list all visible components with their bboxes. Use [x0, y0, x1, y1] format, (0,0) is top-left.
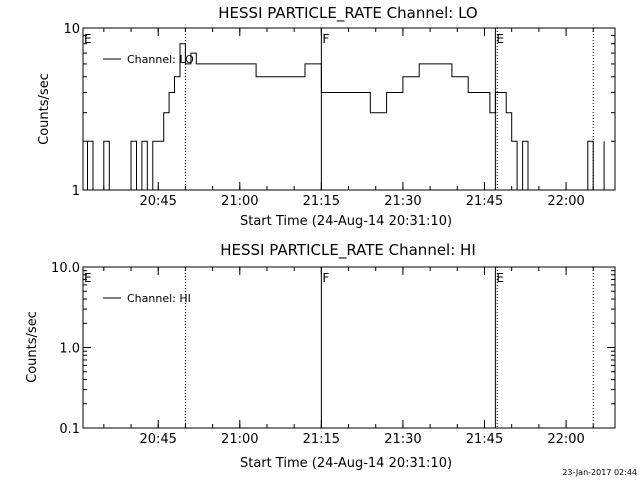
region-annotation: F: [322, 32, 329, 46]
x-tick-label: 22:00: [547, 194, 584, 209]
x-tick-label: 20:45: [139, 432, 176, 447]
region-annotation: E: [496, 32, 504, 46]
y-axis-label-lo: Counts/sec: [37, 73, 52, 145]
y-tick-label: 10: [63, 22, 80, 37]
x-tick-label: 21:15: [303, 194, 340, 209]
x-tick-label: 22:00: [547, 432, 584, 447]
chart-title-hi: HESSI PARTICLE_RATE Channel: HI: [220, 241, 476, 260]
y-axis-label-hi: Counts/sec: [25, 311, 40, 383]
x-tick-label: 21:30: [384, 194, 421, 209]
plot-area-hi: 20:45 21:00 21:15 21:30 21:45 22:00 0.1 1.0 10.0…: [51, 261, 616, 447]
x-axis-label-lo: Start Time (24-Aug-14 20:31:10): [240, 214, 452, 229]
y-tick-label: 0.1: [59, 422, 80, 437]
y-tick-label: 1: [72, 184, 80, 199]
y-tick-label: 10.0: [51, 261, 80, 276]
legend-label: Channel: LO: [127, 53, 194, 66]
plot-area-lo: 20:45 21:00 21:15 21:30 21:45 22:00 1 10 E F E Chan…: [63, 22, 616, 209]
region-annotation: E: [84, 271, 92, 285]
region-annotation: F: [322, 271, 329, 285]
x-tick-label: 21:00: [221, 432, 258, 447]
series-line: [83, 43, 605, 191]
chart-title-lo: HESSI PARTICLE_RATE Channel: LO: [218, 4, 477, 23]
panel-lo: HESSI PARTICLE_RATE Channel: LO Counts/s…: [37, 4, 616, 229]
x-tick-label: 21:45: [466, 194, 503, 209]
panel-hi: HESSI PARTICLE_RATE Channel: HI Counts/s…: [25, 241, 616, 471]
y-tick-label: 1.0: [59, 342, 80, 357]
x-tick-label: 21:30: [384, 432, 421, 447]
region-annotation: E: [84, 32, 92, 46]
x-tick-label: 21:00: [221, 194, 258, 209]
generation-timestamp: 23-Jan-2017 02:44: [562, 468, 637, 477]
x-axis-label-hi: Start Time (24-Aug-14 20:31:10): [240, 456, 452, 471]
x-tick-label: 21:15: [303, 432, 340, 447]
legend-label: Channel: HI: [127, 292, 191, 305]
x-tick-label: 21:45: [466, 432, 503, 447]
x-tick-label: 20:45: [139, 194, 176, 209]
region-annotation: E: [496, 271, 504, 285]
